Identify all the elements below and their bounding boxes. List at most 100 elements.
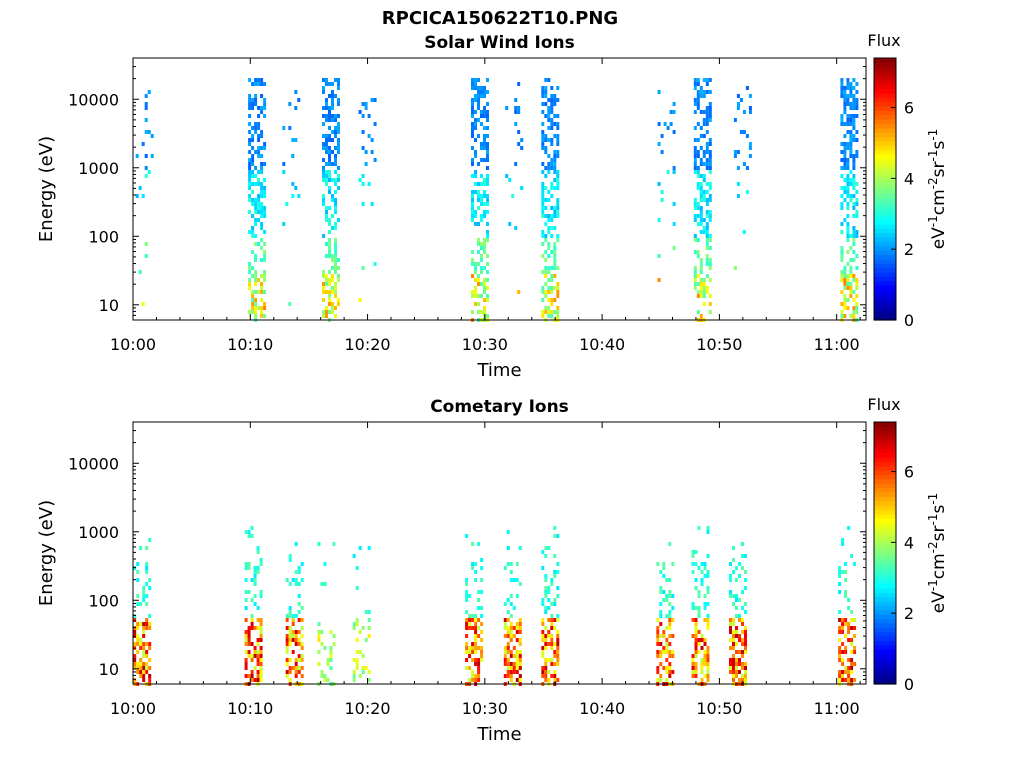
flux-cell <box>550 206 554 210</box>
flux-cell <box>328 170 331 174</box>
flux-cell <box>518 678 522 682</box>
flux-cell <box>260 298 264 302</box>
flux-cell <box>471 106 474 110</box>
flux-cell <box>855 234 859 238</box>
flux-cell <box>556 114 560 118</box>
flux-cell <box>541 602 545 606</box>
flux-cell <box>853 626 857 630</box>
flux-cell <box>260 170 264 174</box>
flux-cell <box>248 178 252 182</box>
flux-cell <box>544 258 548 262</box>
flux-cell <box>248 130 252 134</box>
flux-cell <box>696 202 700 206</box>
flux-cell <box>251 250 255 254</box>
colorbar-segment <box>874 574 896 580</box>
flux-cell <box>480 202 483 206</box>
flux-cell <box>702 178 706 182</box>
flux-cell <box>260 222 264 226</box>
flux-cell <box>474 78 477 82</box>
flux-cell <box>145 654 149 658</box>
flux-cell <box>550 122 554 126</box>
flux-cell <box>748 142 752 146</box>
flux-cell <box>846 82 850 86</box>
flux-cell <box>668 542 672 546</box>
flux-cell <box>465 534 469 538</box>
flux-cell <box>838 566 842 570</box>
colorbar-segment <box>874 175 896 181</box>
flux-cell <box>331 310 334 314</box>
flux-cell <box>855 154 859 158</box>
flux-cell <box>471 642 475 646</box>
flux-cell <box>257 290 261 294</box>
flux-cell <box>850 610 854 614</box>
flux-cell <box>544 90 548 94</box>
flux-cell <box>465 578 469 582</box>
flux-cell <box>253 570 257 574</box>
flux-cell <box>263 250 267 254</box>
flux-cell <box>699 218 703 222</box>
flux-cell <box>486 210 489 214</box>
flux-cell <box>480 158 483 162</box>
flux-cell <box>671 650 675 654</box>
unit-exponent: -2 <box>926 541 940 553</box>
flux-cell <box>518 662 522 666</box>
colorbar-segment <box>874 58 896 63</box>
flux-cell <box>843 158 847 162</box>
flux-cell <box>846 278 850 282</box>
flux-cell <box>506 618 510 622</box>
flux-cell <box>729 622 732 626</box>
flux-cell <box>361 102 365 106</box>
flux-cell <box>852 114 856 118</box>
flux-cell <box>699 266 703 270</box>
flux-cell <box>708 294 712 298</box>
flux-cell <box>147 130 151 134</box>
flux-cell <box>693 166 697 170</box>
flux-cell <box>483 250 486 254</box>
flux-cell <box>696 150 700 154</box>
flux-cell <box>668 578 672 582</box>
flux-cell <box>553 254 557 258</box>
flux-cell <box>706 570 710 574</box>
flux-cell <box>471 98 474 102</box>
flux-cell <box>840 114 844 118</box>
flux-cell <box>322 310 325 314</box>
flux-cell <box>702 162 706 166</box>
flux-cell <box>244 590 248 594</box>
flux-cell <box>337 274 340 278</box>
flux-cell <box>553 298 557 302</box>
flux-cell <box>553 674 557 678</box>
flux-cell <box>744 666 747 670</box>
flux-cell <box>693 86 697 90</box>
flux-cell <box>662 634 666 638</box>
flux-cell <box>480 254 483 258</box>
flux-cell <box>257 114 261 118</box>
flux-cell <box>732 622 735 626</box>
flux-cell <box>139 642 143 646</box>
flux-cell <box>693 218 697 222</box>
colorbar-segment <box>874 587 896 593</box>
colorbar-segment <box>874 232 896 238</box>
flux-cell <box>544 266 548 270</box>
flux-cell <box>840 310 844 314</box>
flux-cell <box>541 214 545 218</box>
flux-cell <box>708 138 712 142</box>
flux-cell <box>260 258 264 262</box>
flux-cell <box>852 162 856 166</box>
flux-cell <box>657 254 661 258</box>
flux-cell <box>708 162 712 166</box>
flux-cell <box>520 186 524 190</box>
flux-cell <box>705 198 709 202</box>
flux-cell <box>300 606 304 610</box>
flux-cell <box>853 562 857 566</box>
flux-cell <box>328 150 331 154</box>
flux-cell <box>471 650 475 654</box>
flux-cell <box>136 666 140 670</box>
flux-cell <box>260 214 264 218</box>
flux-cell <box>250 534 254 538</box>
flux-cell <box>147 170 151 174</box>
flux-cell <box>514 122 518 126</box>
flux-cell <box>550 218 554 222</box>
flux-cell <box>486 78 489 82</box>
